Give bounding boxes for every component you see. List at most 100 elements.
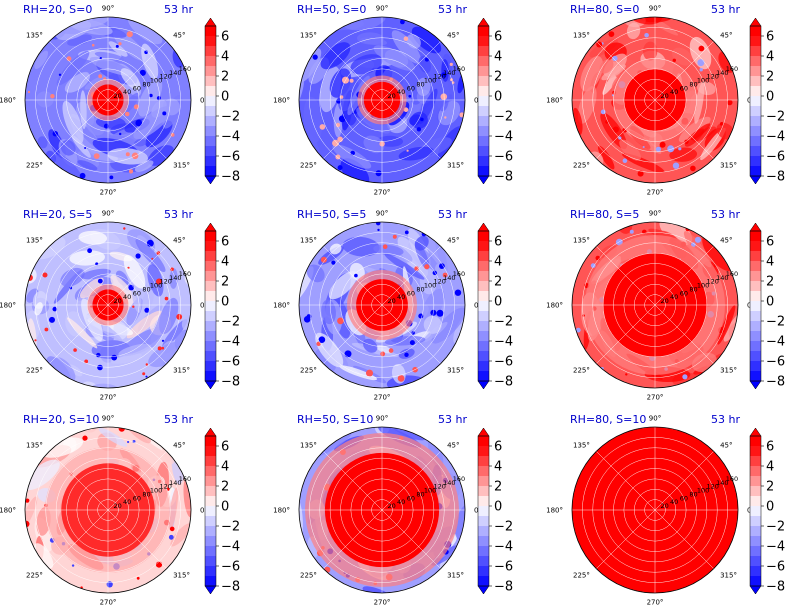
angular-gridline bbox=[107, 41, 167, 101]
radial-tick-label: 80 bbox=[142, 286, 150, 294]
colorbar-segment bbox=[750, 261, 761, 272]
field-patch bbox=[580, 56, 604, 92]
field-speckle bbox=[303, 316, 311, 323]
field-speckle bbox=[127, 440, 130, 444]
colorbar-extend-max bbox=[204, 222, 217, 232]
panel-title: RH=80, S=10 bbox=[570, 413, 646, 426]
radial-tick-label: 40 bbox=[670, 498, 678, 506]
polar-frame bbox=[298, 426, 466, 594]
colorbar-segment bbox=[750, 506, 761, 517]
colorbar-segment bbox=[478, 56, 489, 67]
field-patch bbox=[94, 51, 125, 61]
colorbar-segment bbox=[478, 446, 489, 457]
field-patch bbox=[34, 302, 43, 316]
colorbar-segment bbox=[750, 321, 761, 332]
field-patch bbox=[599, 59, 614, 74]
field-speckle bbox=[25, 498, 30, 503]
polar-frame bbox=[24, 16, 192, 184]
panel-title: RH=80, S=5 bbox=[570, 208, 639, 221]
field-patch bbox=[25, 496, 38, 534]
field-patch bbox=[134, 138, 147, 147]
colorbar-tick-label: 4 bbox=[766, 460, 774, 475]
colorbar-segment bbox=[478, 136, 489, 147]
colorbar-segment bbox=[205, 241, 216, 252]
radial-tick-label: 140 bbox=[443, 69, 455, 77]
radial-tick-label: 60 bbox=[407, 84, 415, 92]
colorbar-segment bbox=[750, 166, 761, 177]
angle-tick-label: 315° bbox=[720, 162, 737, 170]
field-speckle bbox=[678, 147, 682, 151]
colorbar-tick-label: −6 bbox=[766, 560, 785, 575]
radial-tick-label: 40 bbox=[123, 293, 131, 301]
panel-title: RH=50, S=0 bbox=[297, 3, 366, 16]
radial-tick-label: 160 bbox=[179, 475, 191, 483]
colorbar-segment bbox=[205, 331, 216, 342]
field-speckle bbox=[699, 68, 703, 72]
colorbar-extend-min bbox=[204, 175, 217, 185]
field-patch bbox=[717, 305, 736, 345]
angle-tick-label: 135° bbox=[26, 236, 43, 244]
colorbar-segment bbox=[205, 556, 216, 567]
radial-tick-label: 80 bbox=[142, 81, 150, 89]
field-speckle bbox=[79, 172, 86, 179]
field-speckle bbox=[103, 123, 109, 129]
field-patch bbox=[148, 341, 189, 368]
field-speckle bbox=[366, 369, 373, 377]
colorbar-segment bbox=[750, 476, 761, 487]
angular-gridline bbox=[323, 41, 383, 101]
field-patch bbox=[672, 47, 693, 66]
colorbar-extend-min bbox=[204, 585, 217, 595]
field-patch bbox=[34, 50, 49, 69]
field-patch bbox=[134, 160, 154, 172]
field-speckle bbox=[169, 526, 175, 532]
colorbar-tick-label: 4 bbox=[494, 255, 502, 270]
colorbar-tick-label: 2 bbox=[766, 275, 774, 290]
field-speckle bbox=[135, 119, 143, 127]
colorbar-tick-label: 2 bbox=[221, 70, 229, 85]
field-speckle bbox=[157, 346, 162, 351]
angular-gridline bbox=[381, 451, 441, 511]
angular-gridline bbox=[49, 509, 109, 569]
angular-gridline bbox=[596, 41, 656, 101]
radial-tick-label: 60 bbox=[680, 494, 688, 502]
colorbar-segment bbox=[478, 341, 489, 352]
field-speckle bbox=[111, 354, 118, 361]
field-speckle bbox=[161, 339, 165, 342]
colorbar-segment bbox=[750, 371, 761, 382]
field-patch bbox=[170, 523, 191, 547]
field-speckle bbox=[655, 146, 662, 152]
colorbar-frame bbox=[204, 435, 217, 587]
field-patch bbox=[82, 148, 119, 162]
field-speckle bbox=[409, 340, 415, 346]
colorbar-segment bbox=[478, 46, 489, 57]
field-speckle bbox=[34, 339, 37, 342]
colorbar-segment bbox=[750, 86, 761, 97]
colorbar-segment bbox=[750, 156, 761, 167]
polar-panel-9: 90°45°0°315°270°225°180°135°204060801001… bbox=[546, 413, 785, 607]
field-patch bbox=[168, 487, 179, 531]
field-speckle bbox=[349, 78, 354, 83]
field-patch bbox=[169, 268, 178, 289]
field-speckle bbox=[377, 228, 380, 232]
colorbar-frame bbox=[477, 435, 490, 587]
field-speckle bbox=[600, 109, 606, 115]
radial-tick-label: 140 bbox=[443, 274, 455, 282]
angle-tick-label: 315° bbox=[720, 572, 737, 580]
radial-tick-label: 120 bbox=[706, 483, 718, 491]
angle-tick-label: 270° bbox=[374, 394, 391, 402]
field-patch bbox=[411, 26, 442, 54]
angle-tick-label: 135° bbox=[26, 31, 43, 39]
field-speckle bbox=[87, 248, 92, 254]
colorbar-extend-max bbox=[749, 222, 762, 232]
colorbar-segment bbox=[205, 96, 216, 107]
angle-tick-label: 180° bbox=[0, 97, 16, 105]
angle-tick-label: 45° bbox=[447, 31, 459, 39]
colorbar-segment bbox=[750, 496, 761, 507]
colorbar-segment bbox=[478, 66, 489, 77]
colorbar-tick-label: −4 bbox=[494, 540, 513, 555]
colorbar-segment bbox=[750, 566, 761, 577]
colorbar-segment bbox=[205, 26, 216, 37]
field-speckle bbox=[672, 58, 676, 62]
field-patch bbox=[626, 22, 641, 40]
angular-gridline bbox=[323, 451, 383, 511]
